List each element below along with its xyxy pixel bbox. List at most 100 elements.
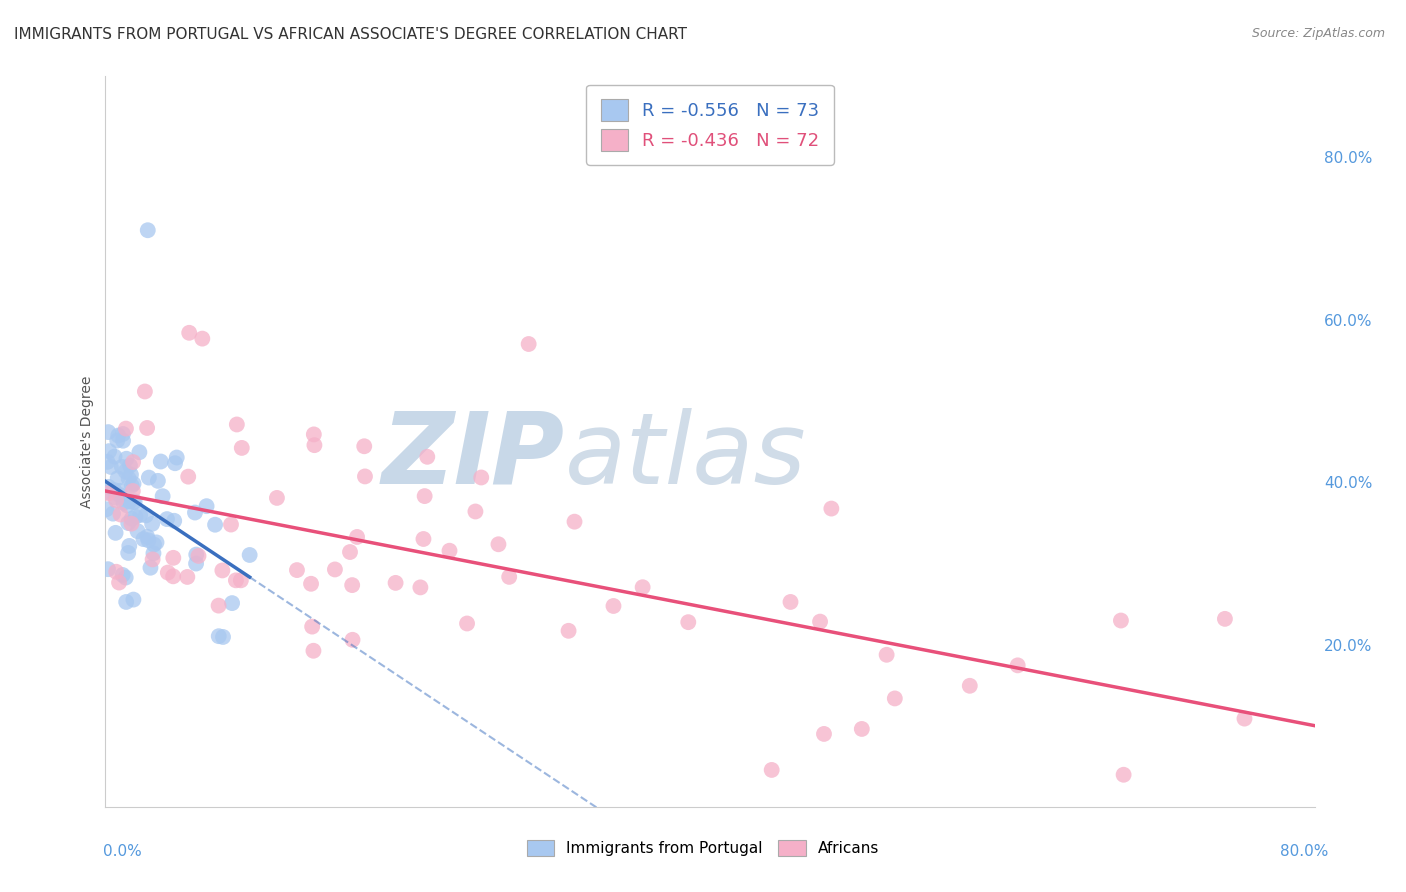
Point [602,599,624,613]
Point [108,575,131,590]
Point [118,472,141,486]
Legend: R = -0.556   N = 73, R = -0.436   N = 72: R = -0.556 N = 73, R = -0.436 N = 72 [586,85,834,165]
Point [122,592,145,607]
Point [207,599,229,613]
Point [108,483,131,498]
Point [876,648,898,662]
Point [114,571,136,585]
Point [851,722,873,736]
Point [103,483,125,497]
Point [156,566,179,580]
Point [100,459,122,474]
Point [143,537,166,551]
Point [152,489,174,503]
Point [208,629,231,643]
Point [353,439,375,453]
Text: ZIP: ZIP [382,408,565,505]
Point [177,469,200,483]
Point [122,455,145,469]
Point [156,512,179,526]
Point [101,507,124,521]
Point [149,454,172,468]
Point [229,574,252,588]
Point [1233,712,1256,726]
Point [498,570,520,584]
Point [761,763,783,777]
Point [146,474,169,488]
Point [117,516,139,530]
Point [631,580,654,594]
Point [808,615,831,629]
Point [231,441,253,455]
Point [304,438,326,452]
Point [221,596,243,610]
Point [115,595,138,609]
Point [354,469,377,483]
Point [342,632,364,647]
Point [136,530,159,544]
Point [134,384,156,399]
Point [346,530,368,544]
Point [122,495,145,509]
Point [266,491,288,505]
Point [413,489,436,503]
Point [813,727,835,741]
Point [111,427,134,442]
Point [779,595,801,609]
Point [179,326,201,340]
Text: 0.0%: 0.0% [103,845,142,859]
Point [96,502,118,516]
Point [211,563,233,577]
Point [204,517,226,532]
Point [219,517,242,532]
Point [108,488,131,502]
Point [820,501,842,516]
Text: 80.0%: 80.0% [1281,845,1329,859]
Point [105,434,128,448]
Point [98,444,121,458]
Point [118,458,141,473]
Point [678,615,700,630]
Point [111,459,134,474]
Point [883,691,905,706]
Point [184,557,207,571]
Point [121,512,143,526]
Point [105,493,128,508]
Point [225,574,247,588]
Y-axis label: Associate's Degree: Associate's Degree [80,376,94,508]
Point [184,506,207,520]
Point [114,464,136,478]
Point [97,480,120,494]
Point [416,450,439,464]
Point [96,455,118,469]
Point [97,486,120,500]
Point [1213,612,1236,626]
Point [103,450,125,464]
Point [340,578,363,592]
Point [120,467,142,482]
Point [121,478,143,492]
Point [127,524,149,538]
Point [186,548,208,562]
Point [115,421,138,435]
Point [112,434,135,448]
Point [115,451,138,466]
Point [239,548,262,562]
Point [117,499,139,513]
Legend: Immigrants from Portugal, Africans: Immigrants from Portugal, Africans [520,834,886,862]
Text: IMMIGRANTS FROM PORTUGAL VS AFRICAN ASSOCIATE'S DEGREE CORRELATION CHART: IMMIGRANTS FROM PORTUGAL VS AFRICAN ASSO… [14,27,688,42]
Text: Source: ZipAtlas.com: Source: ZipAtlas.com [1251,27,1385,40]
Point [195,499,218,513]
Point [97,425,120,439]
Point [97,562,120,576]
Point [105,565,128,579]
Point [145,535,167,549]
Point [163,456,186,470]
Point [212,630,235,644]
Point [129,508,152,522]
Point [384,575,406,590]
Point [1109,614,1132,628]
Point [138,533,160,548]
Point [301,619,323,633]
Point [138,470,160,484]
